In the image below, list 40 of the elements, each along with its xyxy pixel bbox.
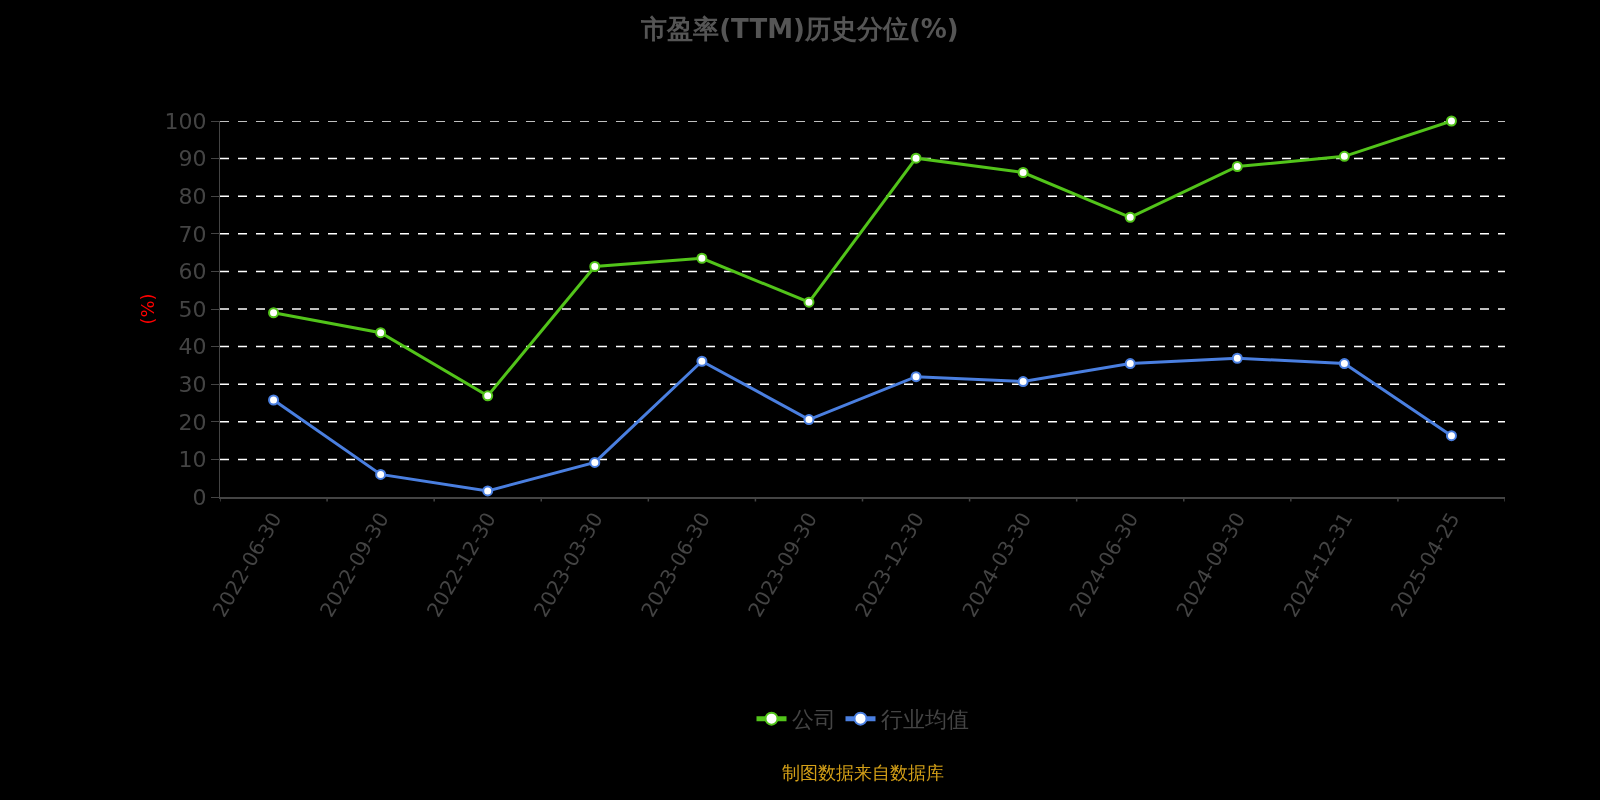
y-tick-label: 90 [178, 146, 207, 172]
y-tick-label: 40 [178, 334, 207, 360]
y-tick-label: 0 [192, 484, 207, 510]
point [696, 355, 708, 367]
point [482, 390, 494, 402]
chart-title: 市盈率(TTM)历史分位(%) [640, 14, 959, 45]
y-tick-label: 80 [178, 183, 207, 209]
point [375, 327, 387, 339]
legend-label: 行业均值 [880, 707, 969, 733]
point [268, 307, 280, 319]
point [1124, 358, 1136, 370]
point [1231, 161, 1243, 172]
y-tick-label: 10 [178, 447, 207, 473]
point [803, 296, 815, 308]
point [375, 468, 387, 480]
point [1338, 150, 1350, 162]
point [589, 456, 601, 468]
y-tick-label: 30 [178, 371, 207, 397]
point [482, 485, 494, 497]
point [910, 371, 922, 383]
point [1445, 430, 1457, 442]
point [1338, 358, 1350, 370]
point [803, 414, 815, 426]
y-tick-label: 20 [178, 409, 207, 435]
point [1017, 376, 1029, 388]
point [1231, 352, 1243, 364]
point [696, 252, 708, 264]
y-tick-label: 60 [178, 259, 207, 285]
point [1445, 115, 1457, 127]
text: 制图数据来自数据库 [782, 762, 944, 783]
y-tick-label: 70 [178, 221, 207, 247]
point [589, 261, 601, 273]
legend-label: 公司 [791, 707, 836, 733]
y-tick-label: 50 [178, 296, 207, 322]
point [1124, 211, 1136, 223]
y-tick-label: 100 [164, 108, 207, 134]
point [910, 152, 922, 164]
point [268, 394, 280, 406]
y-axis-title: (%) [136, 293, 158, 325]
point [1017, 167, 1029, 179]
